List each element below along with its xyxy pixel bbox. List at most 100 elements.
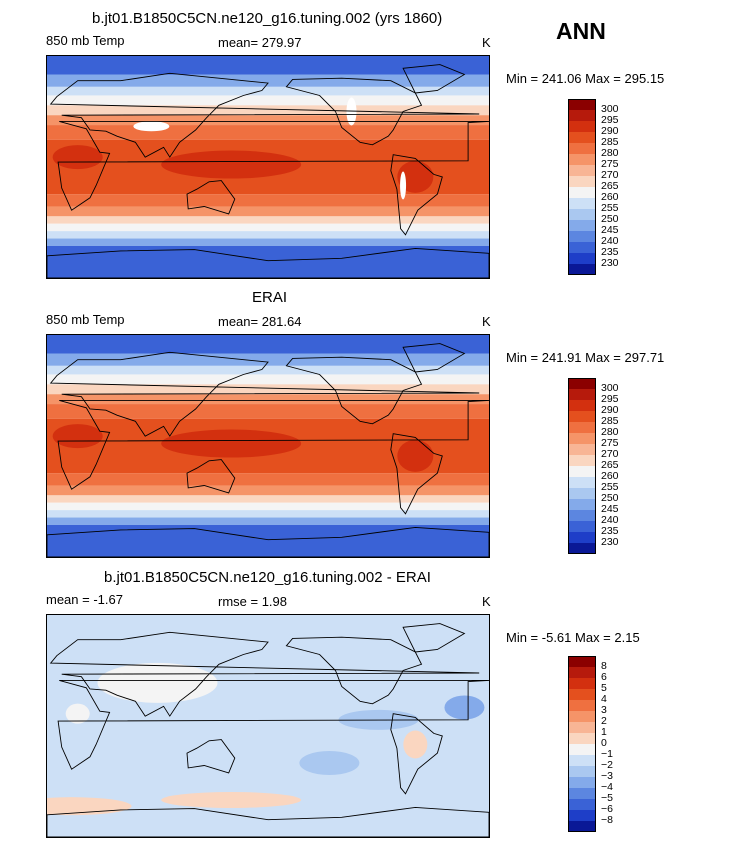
colorbar-tick-label: 280 [601, 147, 619, 159]
colorbar-tick-label: 6 [601, 671, 607, 683]
colorbar-tick-label: 280 [601, 426, 619, 438]
colorbar-swatch [568, 733, 596, 744]
colorbar-swatch [568, 242, 596, 253]
colorbar-swatch [568, 422, 596, 433]
colorbar-swatch [568, 400, 596, 411]
colorbar-tick-label: 240 [601, 514, 619, 526]
colorbar-swatch [568, 543, 596, 554]
colorbar-swatch [568, 220, 596, 231]
colorbar-swatch [568, 766, 596, 777]
colorbar-swatch [568, 132, 596, 143]
colorbar-tick-label: 230 [601, 257, 619, 269]
colorbar-tick-label: 255 [601, 202, 619, 214]
colorbar-swatch [568, 154, 596, 165]
panel-1-field-label: 850 mb Temp [46, 33, 125, 48]
colorbar-tick-label: 285 [601, 415, 619, 427]
colorbar-swatch [568, 455, 596, 466]
colorbar-swatch [568, 187, 596, 198]
colorbar-swatch [568, 799, 596, 810]
panel-2-min-max: Min = 241.91 Max = 297.71 [506, 350, 665, 365]
colorbar-swatch [568, 143, 596, 154]
colorbar-tick-label: −1 [601, 748, 613, 760]
panel-2-mean-label: mean= 281.64 [218, 314, 302, 329]
colorbar-tick-label: 240 [601, 235, 619, 247]
colorbar-tick-label: 1 [601, 726, 607, 738]
panel-1-units-label: K [482, 35, 491, 50]
colorbar-tick-label: 250 [601, 492, 619, 504]
colorbar-tick-label: 295 [601, 393, 619, 405]
colorbar-tick-label: −5 [601, 792, 613, 804]
colorbar-tick-label: 8 [601, 660, 607, 672]
colorbar-tick-label: 295 [601, 114, 619, 126]
colorbar-swatch [568, 810, 596, 821]
colorbar-swatch [568, 444, 596, 455]
panel-1-mean-label: mean= 279.97 [218, 35, 302, 50]
colorbar-tick-label: −8 [601, 814, 613, 826]
colorbar-swatch [568, 510, 596, 521]
season-label: ANN [556, 18, 606, 44]
colorbar-tick-label: 0 [601, 737, 607, 749]
colorbar-swatch [568, 777, 596, 788]
colorbar-tick-label: 270 [601, 448, 619, 460]
colorbar-swatch [568, 678, 596, 689]
colorbar-frame [568, 656, 596, 832]
colorbar-tick-label: 275 [601, 158, 619, 170]
colorbar-swatch [568, 700, 596, 711]
colorbar-tick-label: 235 [601, 525, 619, 537]
colorbar-tick-label: 250 [601, 213, 619, 225]
colorbar-swatch [568, 477, 596, 488]
colorbar-swatch [568, 667, 596, 678]
colorbar-tick-label: 265 [601, 180, 619, 192]
colorbar-tick-label: 270 [601, 169, 619, 181]
colorbar-swatch [568, 110, 596, 121]
colorbar-tick-label: 290 [601, 404, 619, 416]
colorbar-swatch [568, 722, 596, 733]
colorbar-tick-label: 265 [601, 459, 619, 471]
colorbar-swatch [568, 755, 596, 766]
colorbar-tick-label: 290 [601, 125, 619, 137]
colorbar-swatch [568, 499, 596, 510]
colorbar-swatch [568, 389, 596, 400]
colorbar-swatch [568, 656, 596, 667]
colorbar-swatch [568, 532, 596, 543]
colorbar-swatch [568, 821, 596, 832]
panel-2-field-label: 850 mb Temp [46, 312, 125, 327]
colorbar-tick-label: 245 [601, 224, 619, 236]
colorbar-tick-label: 235 [601, 246, 619, 258]
panel-3-mean-label: mean = -1.67 [46, 592, 123, 607]
colorbar-tick-label: 3 [601, 704, 607, 716]
colorbar-swatch [568, 198, 596, 209]
panel-1-min-max: Min = 241.06 Max = 295.15 [506, 71, 665, 86]
colorbar-tick-label: −2 [601, 759, 613, 771]
colorbar-tick-label: −3 [601, 770, 613, 782]
colorbar-tick-label: 275 [601, 437, 619, 449]
colorbar-tick-label: 4 [601, 693, 607, 705]
panel-2-units-label: K [482, 314, 491, 329]
colorbar-tick-label: 245 [601, 503, 619, 515]
colorbar-tick-label: 300 [601, 103, 619, 115]
colorbar-swatch [568, 711, 596, 722]
colorbar-tick-label: −4 [601, 781, 613, 793]
colorbar-swatch [568, 488, 596, 499]
panel-3-units-label: K [482, 594, 491, 609]
colorbar-tick-label: 285 [601, 136, 619, 148]
colorbar-swatch [568, 433, 596, 444]
colorbar-swatch [568, 253, 596, 264]
colorbar-tick-label: 255 [601, 481, 619, 493]
colorbar-swatch [568, 378, 596, 389]
colorbar-swatch [568, 744, 596, 755]
colorbar-tick-label: 260 [601, 470, 619, 482]
panel-3-rmse-label: rmse = 1.98 [218, 594, 288, 609]
colorbar-frame [568, 99, 596, 275]
colorbar-swatch [568, 788, 596, 799]
colorbar-swatch [568, 176, 596, 187]
colorbar-swatch [568, 231, 596, 242]
colorbar-swatch [568, 209, 596, 220]
colorbar-tick-label: 2 [601, 715, 607, 727]
panel-3-map [46, 614, 490, 838]
colorbar-swatch [568, 264, 596, 275]
panel-2-map [46, 334, 490, 558]
colorbar-tick-label: 230 [601, 536, 619, 548]
colorbar-swatch [568, 521, 596, 532]
colorbar-tick-label: −6 [601, 803, 613, 815]
